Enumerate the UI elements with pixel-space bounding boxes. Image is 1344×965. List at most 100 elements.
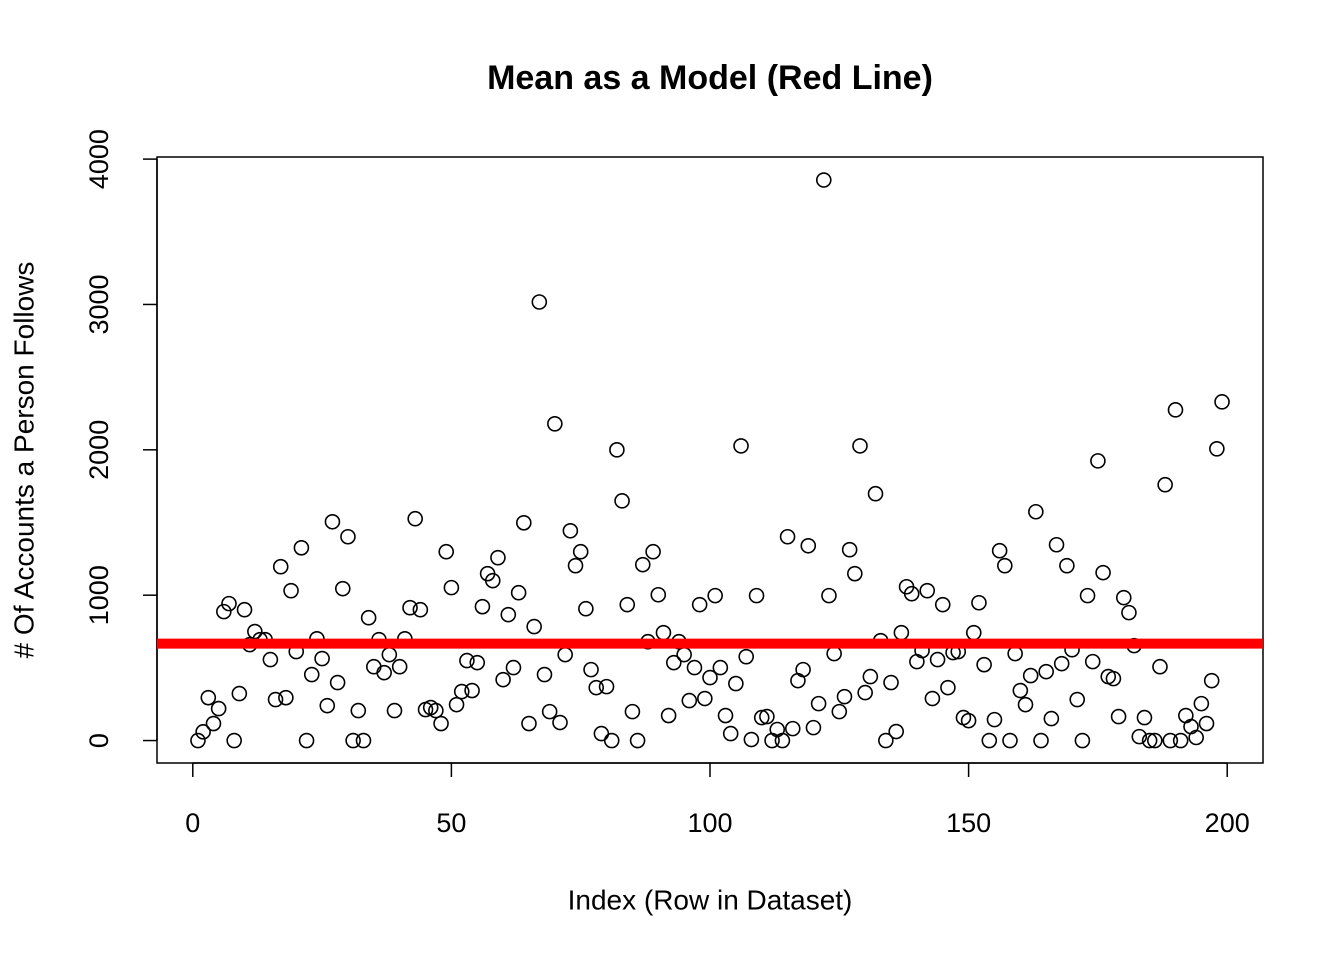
- point: [681, 692, 698, 709]
- point: [655, 624, 672, 641]
- point: [366, 658, 382, 675]
- point: [1115, 589, 1132, 606]
- point: [691, 596, 708, 613]
- point: [464, 682, 480, 699]
- point: [428, 702, 444, 719]
- point: [1012, 682, 1029, 699]
- point: [505, 659, 522, 676]
- point: [490, 549, 506, 566]
- point: [997, 557, 1013, 574]
- point: [422, 699, 439, 716]
- point: [986, 711, 1003, 728]
- point: [541, 703, 558, 720]
- point: [1172, 732, 1189, 749]
- y-tick-label: 2000: [84, 420, 114, 480]
- point: [386, 702, 403, 719]
- point: [614, 493, 630, 509]
- point: [965, 624, 982, 641]
- point: [567, 557, 584, 574]
- point: [903, 585, 920, 602]
- point: [1028, 503, 1044, 520]
- point: [572, 543, 589, 560]
- point: [484, 572, 501, 589]
- point: [960, 712, 977, 729]
- point: [443, 579, 460, 596]
- point: [722, 725, 739, 742]
- point: [510, 584, 527, 601]
- point: [1141, 732, 1158, 749]
- point: [971, 594, 987, 611]
- point: [1033, 732, 1049, 749]
- point: [293, 540, 310, 556]
- point: [298, 732, 315, 749]
- point: [376, 664, 392, 681]
- point: [1007, 645, 1023, 662]
- point: [469, 654, 486, 671]
- point: [340, 528, 356, 545]
- point: [790, 672, 806, 689]
- point: [247, 623, 263, 640]
- point: [412, 601, 429, 618]
- point: [650, 586, 667, 603]
- point: [831, 703, 848, 720]
- point: [1074, 732, 1091, 749]
- point: [707, 587, 723, 604]
- point: [1017, 696, 1034, 713]
- point: [272, 558, 289, 575]
- point: [779, 528, 796, 545]
- chart-title: Mean as a Model (Red Line): [487, 59, 933, 97]
- point: [360, 609, 377, 626]
- point: [759, 708, 775, 725]
- point: [847, 565, 863, 582]
- point: [552, 714, 568, 731]
- point: [1022, 667, 1039, 684]
- x-tick-label: 200: [1205, 808, 1250, 838]
- point: [686, 659, 703, 676]
- point: [474, 598, 491, 615]
- point: [815, 172, 832, 188]
- x-tick-label: 150: [946, 808, 991, 838]
- point: [334, 580, 351, 597]
- point: [531, 294, 548, 310]
- point: [981, 732, 998, 749]
- point: [743, 731, 760, 748]
- point: [190, 732, 206, 749]
- point: [645, 543, 661, 560]
- point: [753, 709, 770, 726]
- point: [1198, 715, 1215, 732]
- point: [784, 720, 801, 737]
- point: [769, 721, 786, 738]
- point: [1152, 658, 1168, 675]
- y-tick-label: 3000: [84, 274, 114, 334]
- point: [391, 658, 408, 675]
- point: [826, 645, 842, 662]
- point: [660, 707, 677, 724]
- x-tick-label: 0: [185, 808, 200, 838]
- point: [733, 438, 749, 454]
- point: [1048, 536, 1065, 553]
- point: [329, 674, 346, 691]
- point: [712, 659, 729, 676]
- plot-frame: [156, 156, 1264, 764]
- point: [1095, 564, 1111, 581]
- point: [619, 596, 636, 613]
- point: [1203, 672, 1220, 689]
- point: [459, 652, 475, 669]
- point: [629, 732, 646, 749]
- point: [1214, 394, 1230, 410]
- point: [697, 690, 713, 707]
- point: [210, 700, 227, 717]
- point: [888, 723, 904, 740]
- point: [319, 697, 336, 714]
- point: [583, 661, 599, 678]
- point: [702, 669, 718, 686]
- point: [1146, 732, 1163, 749]
- point: [665, 654, 682, 671]
- point: [1162, 732, 1179, 749]
- point: [283, 582, 299, 599]
- point: [795, 661, 811, 678]
- point: [593, 725, 610, 742]
- point: [588, 679, 605, 696]
